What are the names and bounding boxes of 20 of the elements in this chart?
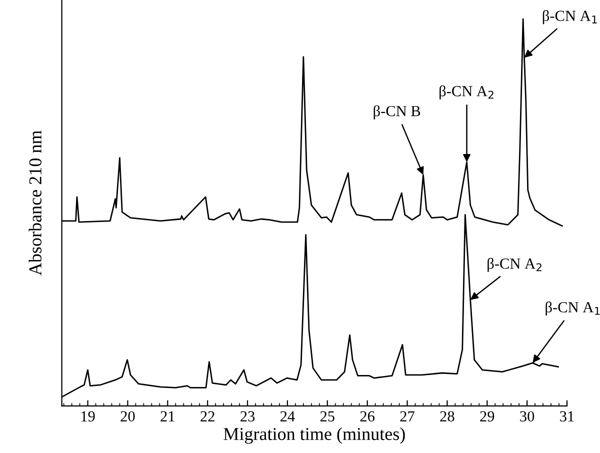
x-tick-label: 29 [480,411,494,422]
x-tick-label: 30 [520,411,534,422]
annotation: β-CN B [374,105,420,120]
x-tick-label: 31 [560,411,574,422]
x-tick-label: 20 [120,411,135,422]
x-tick-label: 23 [240,411,255,422]
annotation: β-CN A$_{2}$ [440,85,494,100]
x-tick-label: 28 [440,411,454,422]
x-tick-label: 24 [280,411,295,422]
x-tick-label: 27 [400,411,414,422]
x-tick-label: 19 [81,411,95,422]
x-tick-label: 25 [320,411,334,422]
y-axis-title: Absorbance 210 nm [28,130,42,276]
annotation: β-CN A$_{1}$ [542,10,597,24]
x-axis-title: Migration time (minutes) [224,427,405,444]
x-tick-label: 22 [200,411,214,422]
annotation: β-CN A$_{2}$ [488,258,542,272]
x-tick-label: 26 [360,411,374,422]
annotation: β-CN A$_{1}$ [546,302,600,316]
x-tick-label: 21 [160,411,174,422]
